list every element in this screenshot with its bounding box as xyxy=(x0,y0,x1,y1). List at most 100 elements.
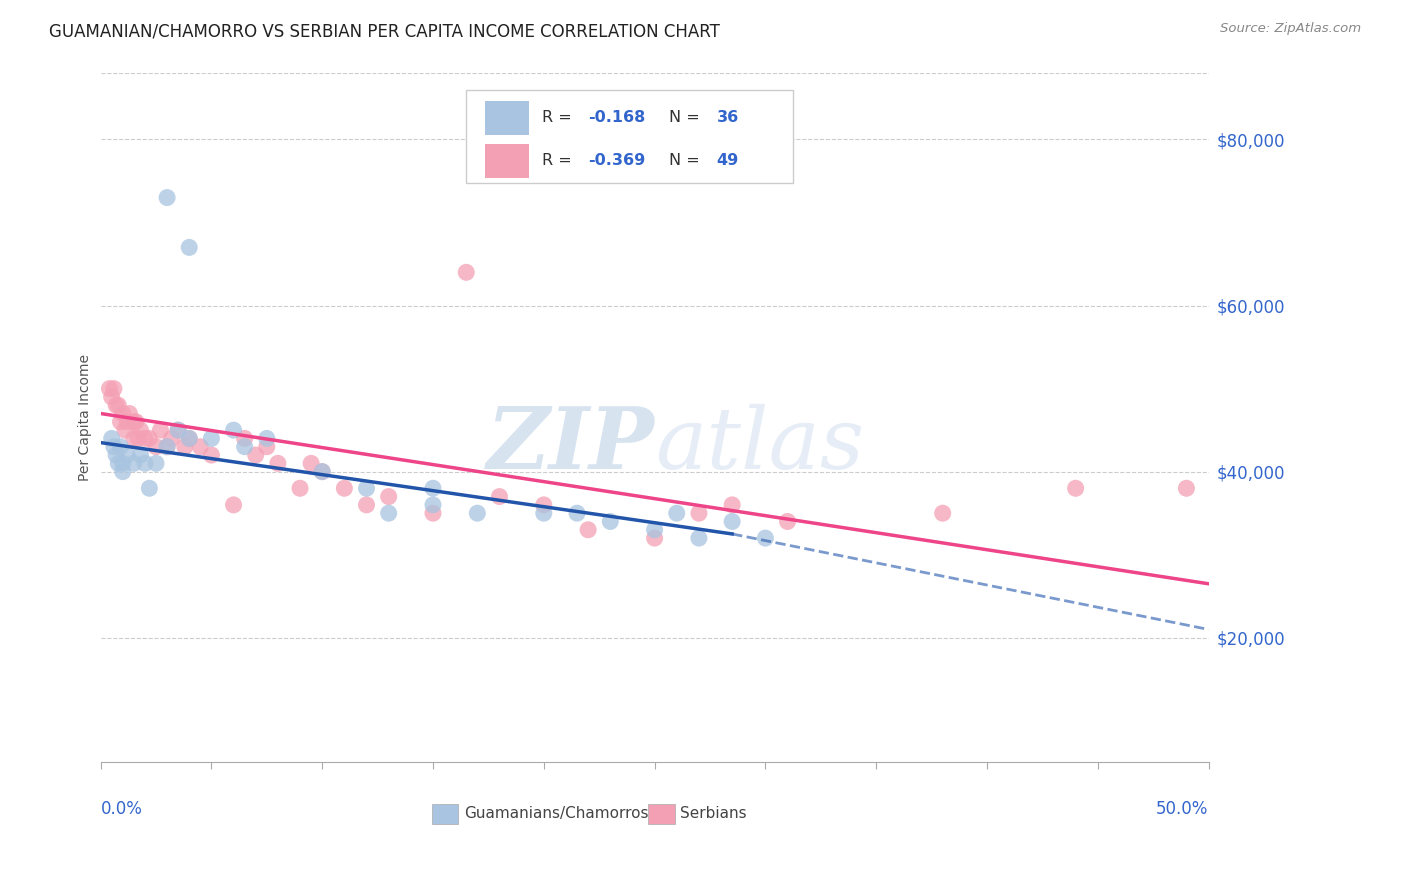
Text: 0.0%: 0.0% xyxy=(101,800,142,818)
Point xyxy=(118,407,141,421)
Text: -0.168: -0.168 xyxy=(588,111,645,125)
Text: R =: R = xyxy=(541,111,576,125)
Point xyxy=(107,456,129,470)
Text: GUAMANIAN/CHAMORRO VS SERBIAN PER CAPITA INCOME CORRELATION CHART: GUAMANIAN/CHAMORRO VS SERBIAN PER CAPITA… xyxy=(49,22,720,40)
Point xyxy=(356,481,378,495)
Point xyxy=(565,506,588,520)
Point xyxy=(107,398,129,412)
Text: Serbians: Serbians xyxy=(681,805,747,821)
Point xyxy=(200,432,222,446)
Point xyxy=(188,440,211,454)
Point xyxy=(111,456,134,470)
Point xyxy=(103,382,125,396)
Point xyxy=(533,506,555,520)
Point xyxy=(356,498,378,512)
Text: 49: 49 xyxy=(717,153,740,169)
Point xyxy=(156,440,179,454)
Text: N =: N = xyxy=(669,111,704,125)
Point xyxy=(599,515,621,529)
Point xyxy=(665,506,688,520)
Point xyxy=(233,432,256,446)
Point xyxy=(721,498,744,512)
Point xyxy=(156,190,179,204)
Point xyxy=(377,490,399,504)
Point xyxy=(1175,481,1198,495)
Point xyxy=(105,448,128,462)
Point xyxy=(134,456,156,470)
Point xyxy=(256,432,278,446)
Point xyxy=(267,456,290,470)
Point xyxy=(422,481,444,495)
Point xyxy=(149,423,172,437)
Point xyxy=(179,240,201,254)
Point xyxy=(145,440,167,454)
Point xyxy=(167,423,190,437)
Text: 36: 36 xyxy=(717,111,740,125)
Point xyxy=(256,440,278,454)
Point xyxy=(110,415,132,429)
Point xyxy=(931,506,953,520)
FancyBboxPatch shape xyxy=(432,805,458,823)
Text: atlas: atlas xyxy=(655,404,863,486)
Point xyxy=(488,490,510,504)
Point xyxy=(105,398,128,412)
Point xyxy=(311,465,333,479)
Point xyxy=(111,465,134,479)
Point xyxy=(127,432,149,446)
Point xyxy=(644,531,666,545)
Point xyxy=(200,448,222,462)
Text: Guamanians/Chamorros: Guamanians/Chamorros xyxy=(464,805,648,821)
Point xyxy=(299,456,322,470)
Point xyxy=(103,440,125,454)
FancyBboxPatch shape xyxy=(648,805,675,823)
FancyBboxPatch shape xyxy=(485,144,530,178)
Point xyxy=(100,390,122,404)
Point xyxy=(422,506,444,520)
Point xyxy=(776,515,799,529)
Point xyxy=(167,423,190,437)
Point xyxy=(145,456,167,470)
Point xyxy=(245,448,267,462)
Point xyxy=(533,498,555,512)
Point xyxy=(222,423,245,437)
Point xyxy=(754,531,776,545)
Point xyxy=(115,448,138,462)
Point xyxy=(110,440,132,454)
Point xyxy=(111,407,134,421)
Point xyxy=(222,498,245,512)
Point xyxy=(122,415,145,429)
Point xyxy=(122,432,145,446)
FancyBboxPatch shape xyxy=(467,90,793,183)
Point xyxy=(644,523,666,537)
Text: N =: N = xyxy=(669,153,704,169)
Point xyxy=(688,531,710,545)
FancyBboxPatch shape xyxy=(485,101,530,135)
Point xyxy=(98,382,121,396)
Point xyxy=(288,481,311,495)
Point xyxy=(422,498,444,512)
Point xyxy=(173,440,195,454)
Point xyxy=(465,506,488,520)
Point xyxy=(100,432,122,446)
Point xyxy=(333,481,356,495)
Point xyxy=(576,523,599,537)
Text: Source: ZipAtlas.com: Source: ZipAtlas.com xyxy=(1220,22,1361,36)
Point xyxy=(1064,481,1087,495)
Point xyxy=(160,432,183,446)
Point xyxy=(721,515,744,529)
Point xyxy=(134,432,156,446)
Point xyxy=(688,506,710,520)
Point xyxy=(179,432,201,446)
Text: R =: R = xyxy=(541,153,576,169)
Point xyxy=(456,265,478,279)
Y-axis label: Per Capita Income: Per Capita Income xyxy=(79,354,93,481)
Point xyxy=(138,432,160,446)
Text: 50.0%: 50.0% xyxy=(1156,800,1209,818)
Text: -0.369: -0.369 xyxy=(588,153,645,169)
Point xyxy=(156,440,179,454)
Point xyxy=(138,481,160,495)
Point xyxy=(179,432,201,446)
Point xyxy=(129,423,152,437)
Point xyxy=(129,448,152,462)
Point xyxy=(233,440,256,454)
